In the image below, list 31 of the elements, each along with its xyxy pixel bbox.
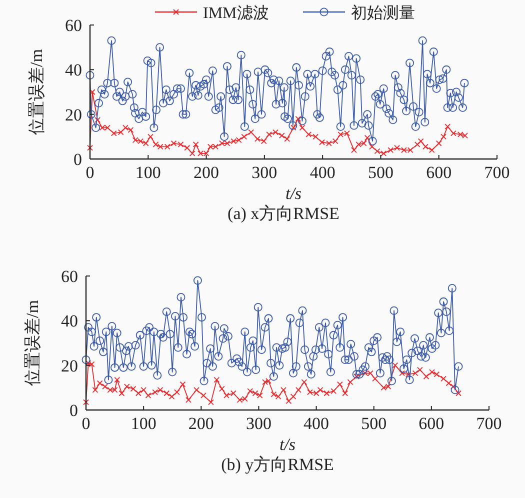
y-tick-label: 60 [65, 16, 82, 35]
text: (a) x方向RMSE [228, 204, 340, 223]
legend-label: 初始测量 [351, 4, 415, 22]
x-tick-label: 700 [476, 414, 502, 433]
y-tick-label: 0 [74, 150, 82, 169]
y-tick-label: 60 [61, 267, 78, 286]
y-tick-label: 40 [65, 60, 82, 80]
y-tick-label: 20 [61, 356, 78, 376]
x-tick-label: 300 [252, 163, 278, 182]
x-tick-label: 400 [304, 414, 330, 433]
y-axis-title: 位置误差/m [27, 49, 46, 135]
x-tick-label: 600 [426, 163, 452, 182]
x-tick-label: 300 [246, 414, 272, 433]
x-tick-label: 100 [130, 414, 156, 433]
x-tick-label: 500 [368, 163, 394, 182]
x-tick-label: 700 [484, 163, 510, 182]
x-tick-label: 500 [361, 414, 387, 433]
x-axis-title: t/s [285, 184, 302, 203]
y-tick-label: 20 [65, 105, 82, 124]
x-tick-label: 100 [135, 163, 161, 182]
y-tick-label: 40 [61, 312, 78, 331]
legend-label: IMM滤波 [203, 4, 269, 22]
x-tick-label: 400 [310, 163, 336, 182]
x-axis-title: t/s [279, 435, 296, 454]
x-tick-label: 600 [418, 414, 444, 433]
text: (b) y方向RMSE [221, 455, 334, 474]
x-tick-label: 200 [194, 163, 220, 182]
y-axis-title: 位置误差/m [23, 300, 42, 386]
x-tick-label: 200 [188, 414, 214, 433]
x-tick-label: 0 [86, 163, 94, 182]
y-tick-label: 0 [70, 401, 78, 420]
